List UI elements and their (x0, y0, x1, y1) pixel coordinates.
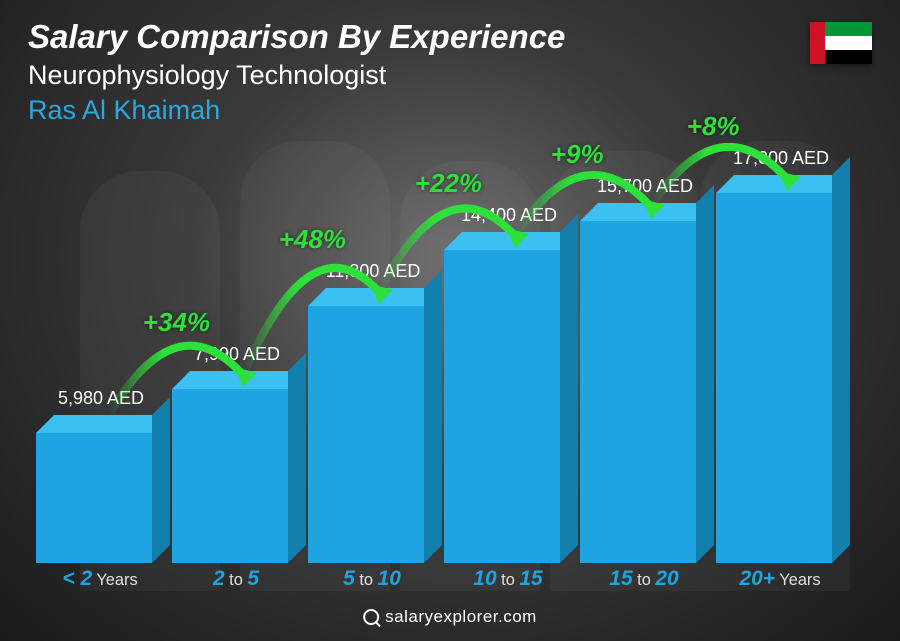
bar-front-face (444, 250, 560, 563)
flag-black-stripe (825, 50, 872, 64)
bar-column (172, 389, 288, 563)
bar-top-face (444, 232, 578, 250)
bar-front-face (716, 193, 832, 563)
flag-red-bar (810, 22, 825, 64)
bar-column (580, 221, 696, 563)
bar-front-face (36, 433, 152, 563)
footer-text: salaryexplorer.com (385, 607, 537, 627)
bar-value-label: 11,800 AED (300, 261, 446, 282)
bar-top-face (36, 415, 170, 433)
bar-front-face (172, 389, 288, 563)
flag-white-stripe (825, 36, 872, 50)
bar-top-face (308, 288, 442, 306)
bar-value-label: 14,400 AED (436, 205, 582, 226)
x-axis-label: 20+ Years (710, 567, 850, 591)
increase-percent-label: +34% (143, 307, 210, 338)
bar-top-face (580, 203, 714, 221)
bar-side-face (424, 270, 442, 563)
bar-front-face (580, 221, 696, 563)
x-axis-label: < 2 Years (30, 567, 170, 591)
uae-flag-icon (810, 22, 872, 64)
bar-value-label: 5,980 AED (28, 388, 174, 409)
bar-side-face (288, 353, 306, 563)
bar-side-face (152, 397, 170, 563)
flag-green-stripe (825, 22, 872, 36)
x-axis-label: 15 to 20 (574, 567, 714, 591)
bar-value-label: 17,000 AED (708, 148, 854, 169)
bar-value-label: 15,700 AED (572, 176, 718, 197)
salary-bar-chart: 5,980 AED< 2 Years7,990 AED2 to 511,800 … (36, 81, 856, 591)
increase-percent-label: +48% (279, 224, 346, 255)
bar-value-label: 7,990 AED (164, 344, 310, 365)
page-title: Salary Comparison By Experience (28, 18, 565, 56)
bar-column (716, 193, 832, 563)
bar-top-face (172, 371, 306, 389)
bar-side-face (696, 185, 714, 563)
bar-front-face (308, 306, 424, 563)
bar-top-face (716, 175, 850, 193)
magnifier-icon (363, 609, 379, 625)
footer-credit: salaryexplorer.com (363, 607, 537, 627)
bar-column (444, 250, 560, 563)
bar-column (36, 433, 152, 563)
bar-side-face (832, 157, 850, 563)
increase-percent-label: +22% (415, 168, 482, 199)
bar-side-face (560, 214, 578, 563)
increase-percent-label: +8% (687, 111, 740, 142)
x-axis-label: 5 to 10 (302, 567, 442, 591)
x-axis-label: 2 to 5 (166, 567, 306, 591)
x-axis-label: 10 to 15 (438, 567, 578, 591)
bar-column (308, 306, 424, 563)
increase-percent-label: +9% (551, 139, 604, 170)
